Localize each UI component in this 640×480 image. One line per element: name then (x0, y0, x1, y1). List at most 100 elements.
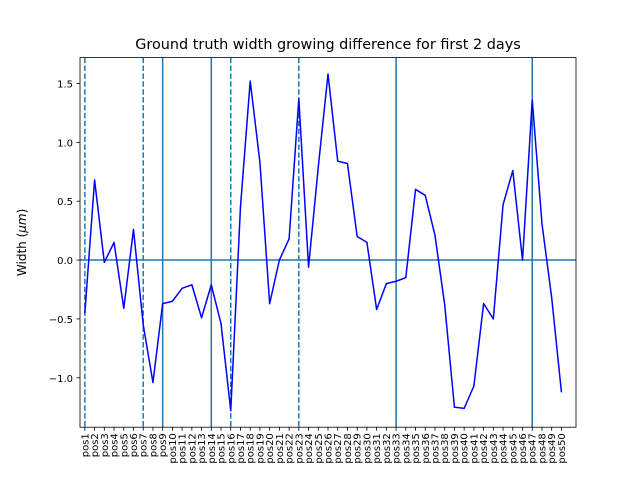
x-axis: pos1pos2pos3pos4pos5pos6pos7pos8pos9pos1… (80, 427, 568, 464)
x-tick-label: pos25 (314, 433, 325, 463)
data-point (346, 162, 349, 165)
data-point (560, 391, 563, 393)
series-layer (84, 73, 563, 412)
data-point (123, 307, 125, 309)
data-point (376, 308, 378, 311)
x-tick-label: pos40 (460, 433, 471, 463)
data-point (162, 303, 164, 305)
x-tick-label: pos41 (469, 433, 480, 463)
y-axis-label-unit: μm (15, 213, 29, 233)
data-point (307, 266, 310, 268)
x-tick-label: pos20 (265, 433, 276, 463)
y-axis-label-text: Width ( (15, 233, 29, 276)
x-tick-label: pos37 (430, 433, 441, 463)
data-point (502, 204, 504, 206)
x-tick-label: pos2 (90, 433, 101, 457)
x-tick-label: pos27 (333, 433, 344, 463)
x-tick-label: pos19 (255, 433, 266, 463)
data-point (181, 287, 183, 289)
x-tick-label: pos35 (411, 433, 422, 463)
x-tick-label: pos9 (158, 433, 169, 457)
data-point (230, 410, 232, 412)
data-point (210, 284, 212, 286)
x-tick-label: pos23 (294, 433, 305, 463)
data-point (356, 235, 358, 238)
x-tick-label: pos39 (450, 433, 461, 463)
y-tick-label: 1.5 (57, 79, 73, 90)
y-axis-label: Width (μm) (15, 209, 29, 276)
data-point (317, 166, 319, 168)
x-tick-label: pos31 (372, 433, 383, 463)
data-point (93, 179, 96, 181)
x-tick-label: pos34 (401, 433, 412, 463)
data-point (531, 99, 533, 101)
data-point (337, 160, 339, 162)
x-tick-label: pos43 (489, 433, 500, 463)
x-tick-label: pos16 (226, 433, 237, 463)
data-point (113, 241, 115, 243)
x-tick-label: pos42 (479, 433, 490, 463)
data-point (142, 324, 144, 326)
data-point (385, 282, 387, 285)
x-tick-label: pos26 (324, 433, 335, 463)
data-point (278, 259, 280, 261)
data-point (453, 406, 456, 408)
data-point (200, 317, 203, 319)
data-point (492, 318, 494, 320)
data-point (424, 194, 426, 196)
data-point (414, 188, 417, 191)
data-point (288, 238, 290, 240)
data-point (541, 222, 543, 225)
x-tick-label: pos5 (119, 433, 130, 457)
x-tick-label: pos29 (353, 433, 364, 463)
data-point (249, 80, 251, 82)
data-point (366, 241, 368, 243)
y-tick-label: 0.0 (57, 256, 73, 267)
data-point (395, 280, 397, 282)
data-point (171, 300, 173, 302)
x-tick-label: pos4 (110, 433, 121, 457)
x-tick-label: pos45 (508, 433, 519, 463)
data-point (405, 277, 407, 279)
y-tick-label: 0.5 (57, 197, 73, 208)
y-axis: −1.0 −0.5 0.0 0.5 1.0 1.5 (49, 79, 80, 385)
x-tick-label: pos7 (139, 433, 150, 457)
x-tick-label: pos22 (285, 433, 296, 463)
series-line-1 (84, 73, 563, 412)
x-tick-label: pos50 (557, 433, 568, 463)
x-tick-label: pos10 (168, 433, 179, 463)
data-point (84, 312, 86, 314)
x-tick-label: pos17 (236, 433, 247, 463)
chart-title: Ground truth width growing difference fo… (135, 37, 520, 53)
y-tick-label: 1.0 (57, 138, 73, 149)
data-point (132, 228, 135, 231)
x-tick-label: pos46 (518, 433, 529, 463)
data-point (521, 259, 524, 261)
x-tick-label: pos49 (547, 433, 558, 463)
x-tick-label: pos6 (129, 433, 140, 457)
data-point (512, 169, 514, 172)
x-tick-label: pos30 (362, 433, 373, 463)
y-tick-label: −1.0 (49, 374, 73, 385)
x-tick-label: pos47 (528, 433, 539, 463)
x-tick-label: pos28 (343, 433, 354, 463)
x-tick-label: pos38 (440, 433, 451, 463)
plot-area (79, 57, 577, 428)
x-tick-label: pos32 (382, 433, 393, 463)
x-tick-label: pos24 (304, 433, 315, 463)
y-tick-label: −0.5 (49, 315, 73, 326)
reference-lines (80, 57, 576, 428)
x-tick-label: pos21 (275, 433, 286, 463)
x-tick-label: pos12 (187, 433, 198, 463)
data-point (463, 407, 465, 409)
x-tick-label: pos1 (80, 433, 91, 457)
x-tick-label: pos8 (148, 433, 159, 457)
data-point (220, 323, 222, 325)
data-point (473, 385, 475, 387)
data-point (298, 98, 300, 100)
data-point (327, 73, 329, 75)
data-point (152, 381, 154, 384)
x-tick-label: pos44 (499, 433, 510, 463)
x-tick-label: pos18 (246, 433, 257, 463)
